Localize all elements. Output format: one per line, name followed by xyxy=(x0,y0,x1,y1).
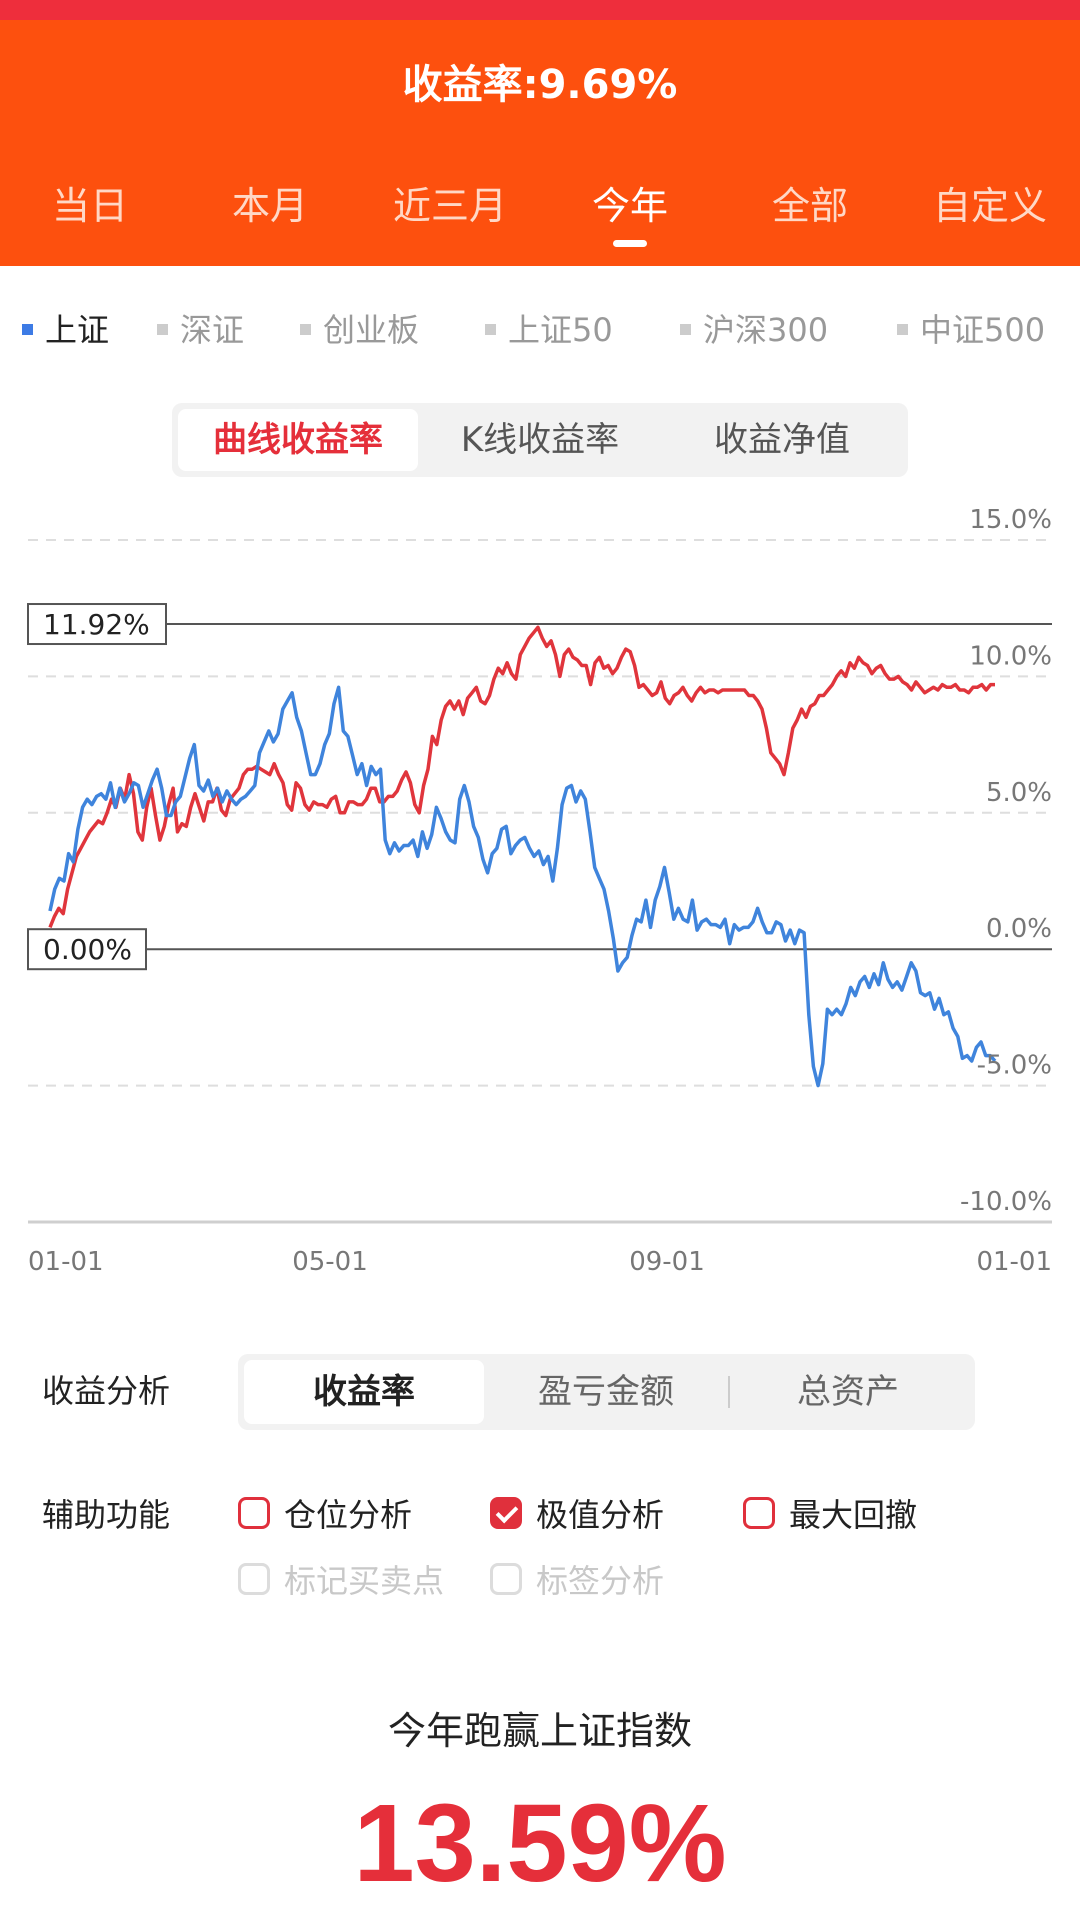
beat-index-label: 今年跑赢上证指数 xyxy=(387,1709,692,1753)
trade-points-checkbox: 标记买卖点 xyxy=(238,1556,444,1602)
y-tick-label: 5.0% xyxy=(986,778,1052,808)
extreme-marker-label: 11.92% xyxy=(43,608,150,641)
tab-all[interactable]: 全部 xyxy=(771,184,848,228)
index-yield-line xyxy=(48,685,997,1088)
chart-mode-switch: 曲线收益率 K线收益率 收益净值 xyxy=(172,403,908,477)
checkbox-checked-icon xyxy=(490,1497,522,1529)
checkbox-icon xyxy=(238,1563,270,1595)
profit-amount-button[interactable]: 盈亏金额 xyxy=(538,1372,674,1412)
extreme-analysis-checkbox[interactable]: 极值分析 xyxy=(490,1490,664,1536)
index-selector: 上证 深证 创业板 上证50 沪深300 中证500 xyxy=(0,305,1080,349)
analysis-label: 收益分析 xyxy=(42,1372,171,1410)
y-tick-label: -5.0% xyxy=(977,1051,1052,1081)
checkbox-label: 最大回撤 xyxy=(789,1496,918,1534)
y-tick-label: 0.0% xyxy=(986,914,1052,944)
legend-square-icon xyxy=(897,323,908,335)
checkbox-label: 仓位分析 xyxy=(284,1496,413,1534)
yield-rate-button[interactable]: 收益率 xyxy=(244,1360,484,1424)
index-shanghai[interactable]: 上证 xyxy=(22,305,109,351)
y-tick-label: 15.0% xyxy=(969,505,1052,535)
index-label: 创业板 xyxy=(323,311,420,349)
legend-square-icon xyxy=(485,323,496,335)
yield-title: 收益率:9.69% xyxy=(402,62,678,108)
active-tab-indicator xyxy=(613,240,647,247)
tab-today[interactable]: 当日 xyxy=(51,184,128,228)
index-sse50[interactable]: 上证50 xyxy=(485,305,613,351)
index-label: 深证 xyxy=(180,311,245,349)
total-assets-button[interactable]: 总资产 xyxy=(797,1372,899,1412)
tab-this-month[interactable]: 本月 xyxy=(231,184,308,228)
x-tick-label: 01-01 xyxy=(28,1247,104,1277)
max-drawdown-checkbox[interactable]: 最大回撤 xyxy=(743,1490,917,1536)
x-tick-label: 09-01 xyxy=(629,1247,705,1277)
checkbox-label: 极值分析 xyxy=(536,1496,665,1534)
status-strip xyxy=(0,0,1080,20)
tab-this-year-label: 今年 xyxy=(591,184,668,228)
index-shenzhen[interactable]: 深证 xyxy=(157,305,244,351)
checkbox-label: 标签分析 xyxy=(536,1562,665,1600)
y-tick-label: 10.0% xyxy=(969,641,1052,671)
period-tabs: 当日 本月 近三月 今年 全部 自定义 xyxy=(0,175,1080,247)
index-label: 中证500 xyxy=(920,311,1046,349)
net-value-button[interactable]: 收益净值 xyxy=(714,420,850,460)
index-chinext[interactable]: 创业板 xyxy=(300,305,419,351)
index-csi300[interactable]: 沪深300 xyxy=(680,305,828,351)
extreme-marker-box xyxy=(27,603,167,646)
index-label: 上证50 xyxy=(508,311,613,349)
index-label: 沪深300 xyxy=(703,311,829,349)
aux-label: 辅助功能 xyxy=(42,1496,171,1534)
tab-custom[interactable]: 自定义 xyxy=(932,184,1047,228)
extreme-marker-box xyxy=(27,928,147,971)
index-csi500[interactable]: 中证500 xyxy=(897,305,1045,351)
extreme-marker-label: 0.00% xyxy=(43,933,132,966)
tag-analysis-checkbox: 标签分析 xyxy=(490,1556,664,1602)
x-tick-label: 01-01 xyxy=(976,1247,1052,1277)
checkbox-icon xyxy=(490,1563,522,1595)
tab-this-year[interactable]: 今年 xyxy=(540,175,720,247)
legend-square-icon xyxy=(680,323,691,335)
header xyxy=(0,20,1080,266)
yield-chart[interactable]: 11.92% 0.00% 15.0% 10.0% 5.0% 0.0% -5.0% -10.0… xyxy=(0,500,1080,1290)
checkbox-label: 标记买卖点 xyxy=(284,1562,445,1600)
position-analysis-checkbox[interactable]: 仓位分析 xyxy=(238,1490,412,1536)
tab-three-months[interactable]: 近三月 xyxy=(392,184,507,228)
legend-square-icon xyxy=(157,323,168,335)
curve-yield-button[interactable]: 曲线收益率 xyxy=(178,409,418,471)
y-tick-label: -10.0% xyxy=(960,1187,1052,1217)
kline-yield-button[interactable]: K线收益率 xyxy=(460,420,620,460)
legend-square-icon xyxy=(300,323,311,335)
x-tick-label: 05-01 xyxy=(292,1247,368,1277)
checkbox-icon xyxy=(238,1497,270,1529)
segment-divider xyxy=(728,1376,730,1408)
checkbox-icon xyxy=(743,1497,775,1529)
analysis-switch: 收益率 盈亏金额 总资产 xyxy=(238,1354,975,1430)
legend-square-icon xyxy=(22,323,33,335)
index-label: 上证 xyxy=(45,311,110,349)
beat-index-value: 13.59% xyxy=(353,1782,727,1905)
portfolio-yield-line xyxy=(48,625,995,929)
